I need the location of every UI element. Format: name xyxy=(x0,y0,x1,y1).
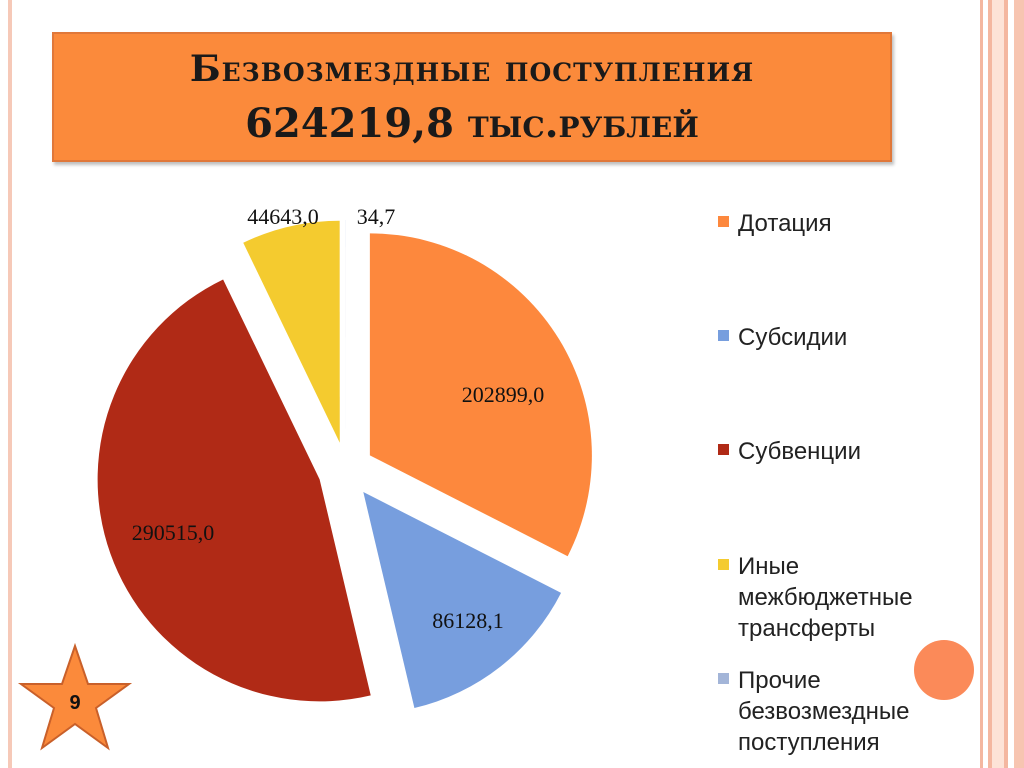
pie-slice-inye-transferty xyxy=(243,220,340,443)
legend-swatch xyxy=(718,444,729,455)
legend-label-line: Дотация xyxy=(738,210,832,237)
legend-swatch xyxy=(718,559,729,570)
data-label-inye-transferty: 44643,0 xyxy=(247,204,319,229)
data-label-subventsii: 290515,0 xyxy=(132,520,215,545)
legend-swatch xyxy=(718,673,729,684)
legend-label-line: трансферты xyxy=(738,615,876,642)
slide-number: 9 xyxy=(69,692,81,714)
title-line-1: Безвозмездные поступления xyxy=(189,48,755,90)
data-label-prochie-postupleniya: 34,7 xyxy=(357,204,396,229)
star-icon xyxy=(17,642,133,751)
title-line-2: 624219,8 тыс.рублей xyxy=(245,100,699,147)
legend-label-line: поступления xyxy=(738,729,880,756)
legend-label-line: безвозмездные xyxy=(738,698,910,725)
slide-number-badge: 9 xyxy=(16,642,134,754)
legend-label-line: межбюджетные xyxy=(738,584,913,611)
pie-slice-subsidii xyxy=(363,492,562,709)
data-label-dotatsiya: 202899,0 xyxy=(462,382,545,407)
legend-label-line: Субвенции xyxy=(738,438,861,465)
data-label-subsidii: 86128,1 xyxy=(432,608,504,633)
legend-label: Субвенции xyxy=(738,436,948,467)
title-box: Безвозмездные поступления 624219,8 тыс.р… xyxy=(52,32,892,162)
slide-frame-left xyxy=(8,0,12,768)
pie-slice-dotatsiya xyxy=(369,233,592,557)
legend-label: Иные межбюджетные трансферты xyxy=(738,551,948,644)
pie-slice-subventsii xyxy=(97,279,371,702)
legend-label: Дотация xyxy=(738,208,948,239)
legend-label: Субсидии xyxy=(738,322,948,353)
legend-swatch xyxy=(718,216,729,227)
legend-label: Прочие безвозмездные поступления xyxy=(738,665,948,758)
legend-swatch xyxy=(718,330,729,341)
decorative-stripes xyxy=(974,0,1024,768)
legend-label-line: Иные xyxy=(738,553,800,580)
circle-decoration-icon xyxy=(914,640,974,700)
legend-label-line: Субсидии xyxy=(738,324,848,351)
legend-label-line: Прочие xyxy=(738,667,821,694)
